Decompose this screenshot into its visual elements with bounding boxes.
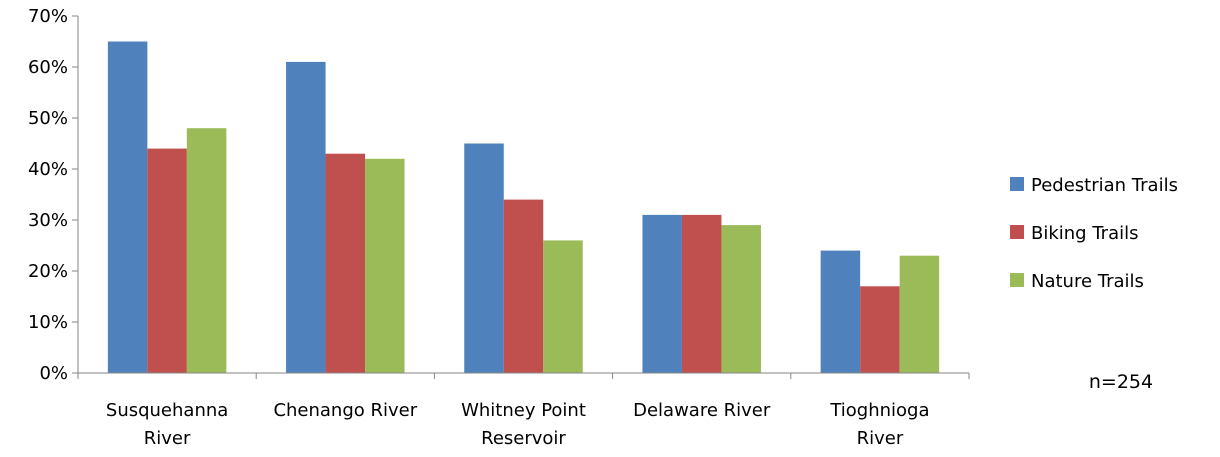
legend-swatch	[1010, 177, 1024, 191]
bar-biking-trails	[860, 286, 900, 373]
y-tick-label: 30%	[28, 210, 68, 231]
bar-pedestrian-trails	[464, 143, 504, 373]
sample-size-annotation: n=254	[1089, 371, 1153, 393]
y-tick-label: 20%	[28, 261, 68, 282]
bar-pedestrian-trails	[107, 41, 148, 373]
legend-label: Nature Trails	[1031, 271, 1144, 292]
bar-nature-trails	[365, 158, 405, 373]
y-axis: 0% 10% 20% 30% 40% 50% 60% 70%	[28, 6, 79, 384]
bar-pedestrian-trails	[642, 214, 682, 373]
y-tick-label: 40%	[28, 159, 68, 180]
x-category-label: Tioghnioga River	[829, 400, 929, 449]
legend: Pedestrian Trails Biking Trails Nature Tra…	[1010, 175, 1178, 292]
bar-pedestrian-trails	[286, 61, 326, 374]
y-tick-label: 70%	[28, 6, 68, 27]
y-tick-label: 50%	[28, 108, 68, 129]
legend-label: Biking Trails	[1031, 223, 1139, 244]
bar-biking-trails	[503, 199, 544, 373]
legend-label: Pedestrian Trails	[1031, 175, 1178, 196]
x-category-label: Whitney Point Reservoir	[461, 400, 586, 449]
y-tick-label: 0%	[39, 363, 68, 384]
bar-biking-trails	[147, 148, 187, 373]
bar-nature-trails	[899, 255, 940, 373]
legend-swatch	[1010, 225, 1024, 239]
x-axis: Susquehanna River Chenango River Whitney Po…	[77, 372, 970, 449]
y-tick-label: 60%	[28, 57, 68, 78]
bar-biking-trails	[681, 214, 722, 373]
bar-nature-trails	[186, 128, 227, 373]
bar-nature-trails	[543, 240, 583, 373]
bar-pedestrian-trails	[820, 250, 861, 373]
bar-nature-trails	[721, 225, 761, 373]
x-category-label: Chenango River	[273, 400, 417, 421]
bar-biking-trails	[325, 153, 366, 373]
bars	[107, 41, 940, 374]
y-tick-label: 10%	[28, 312, 68, 333]
x-category-label: Susquehanna River	[106, 400, 228, 449]
x-category-label: Delaware River	[633, 400, 771, 421]
legend-swatch	[1010, 273, 1024, 287]
